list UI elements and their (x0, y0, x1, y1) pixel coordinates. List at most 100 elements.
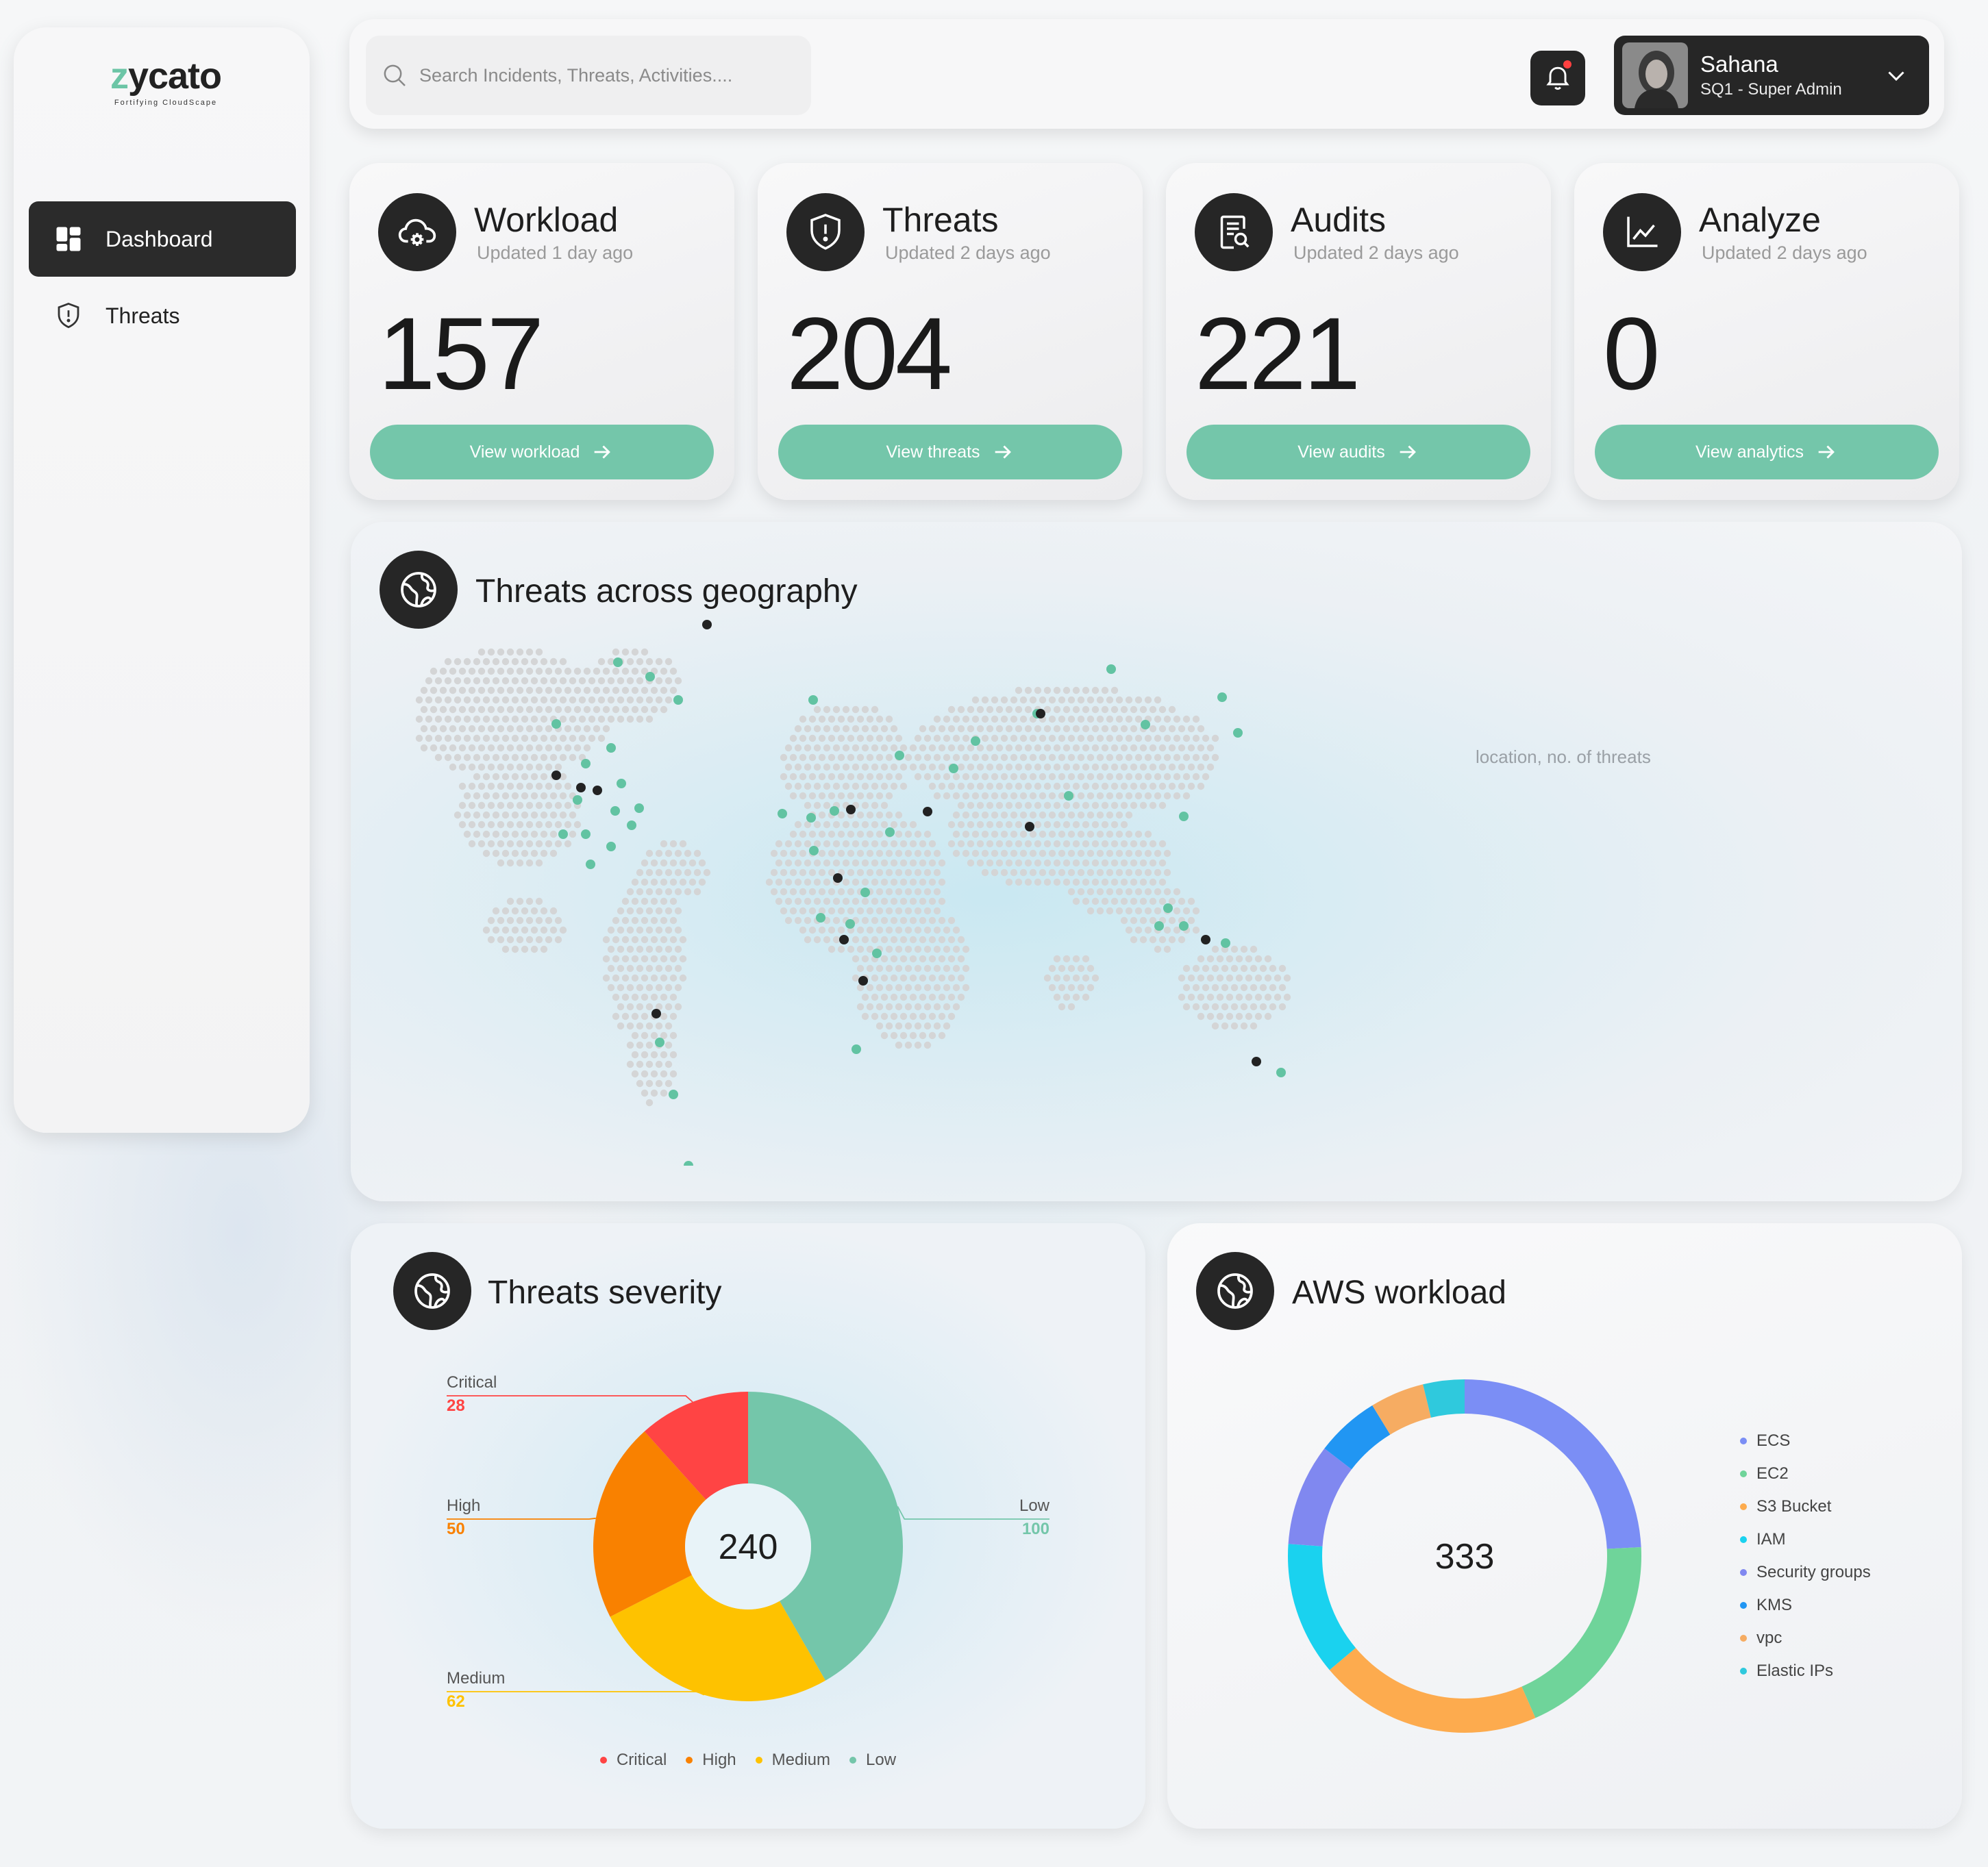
severity-slice-high[interactable] (593, 1431, 706, 1617)
aws-slice-iam[interactable] (1288, 1544, 1356, 1670)
threat-location-marker[interactable] (872, 949, 882, 958)
threat-location-marker[interactable] (830, 806, 839, 816)
severity-slice-critical[interactable] (644, 1392, 748, 1500)
severity-slice-low[interactable] (748, 1392, 903, 1681)
threat-location-marker[interactable] (610, 806, 620, 816)
threat-location-marker[interactable] (655, 1038, 664, 1047)
legend-item[interactable]: S3 Bucket (1740, 1490, 1871, 1523)
threat-location-marker[interactable] (971, 736, 980, 746)
threat-location-marker[interactable] (551, 719, 561, 729)
avatar (1622, 42, 1688, 108)
threat-location-marker[interactable] (1163, 903, 1173, 913)
legend-item[interactable]: High (686, 1751, 736, 1770)
map-dot (573, 686, 582, 694)
threat-location-marker[interactable] (593, 786, 602, 795)
chevron-down-icon[interactable] (1884, 63, 1909, 88)
threat-location-marker[interactable] (949, 764, 958, 773)
threat-location-marker[interactable] (606, 743, 616, 753)
threat-location-marker[interactable] (1233, 728, 1243, 738)
threat-location-marker[interactable] (669, 1090, 678, 1099)
threat-location-marker[interactable] (576, 783, 586, 792)
sidebar-item-threats[interactable]: Threats (29, 278, 296, 353)
threat-location-marker[interactable] (1179, 921, 1189, 931)
threat-location-marker[interactable] (845, 919, 855, 929)
threat-location-marker[interactable] (808, 695, 818, 705)
legend-item[interactable]: Medium (755, 1751, 830, 1770)
threat-location-marker[interactable] (1036, 709, 1045, 718)
map-dot (612, 705, 620, 714)
legend-item[interactable]: Security groups (1740, 1556, 1871, 1589)
aws-slice-security-groups[interactable] (1288, 1448, 1352, 1546)
threat-location-marker[interactable] (833, 873, 843, 883)
threat-location-marker[interactable] (613, 657, 623, 667)
sidebar-item-dashboard[interactable]: Dashboard (29, 201, 296, 277)
threat-location-marker[interactable] (1154, 921, 1164, 931)
threat-location-marker[interactable] (617, 779, 626, 788)
threat-location-marker[interactable] (809, 846, 819, 855)
view-workload-button[interactable]: View workload (370, 425, 714, 479)
threat-location-marker[interactable] (1106, 664, 1116, 674)
map-dot (1086, 849, 1095, 857)
threat-location-marker[interactable] (573, 795, 582, 805)
threat-location-marker[interactable] (885, 827, 895, 837)
threat-location-marker[interactable] (816, 913, 825, 923)
legend-item[interactable]: Elastic IPs (1740, 1655, 1871, 1688)
threat-location-marker[interactable] (684, 1161, 693, 1166)
threat-location-marker[interactable] (1025, 822, 1034, 831)
legend-item[interactable]: ECS (1740, 1425, 1871, 1457)
threat-location-marker[interactable] (1221, 938, 1230, 948)
threat-location-marker[interactable] (1276, 1068, 1286, 1077)
aws-slice-s3-bucket[interactable] (1329, 1648, 1536, 1733)
threat-location-marker[interactable] (1217, 692, 1227, 702)
aws-slice-vpc[interactable] (1372, 1384, 1431, 1435)
threat-location-marker[interactable] (1179, 812, 1189, 821)
search-input[interactable] (418, 64, 777, 87)
aws-slice-ec2[interactable] (1521, 1547, 1641, 1718)
search-box[interactable] (366, 36, 811, 115)
threat-location-marker[interactable] (673, 695, 683, 705)
threat-location-marker[interactable] (651, 1009, 661, 1018)
threat-location-marker[interactable] (634, 803, 644, 813)
aws-slice-elastic-ips[interactable] (1423, 1379, 1465, 1418)
world-map[interactable] (351, 604, 1310, 1166)
map-dot (832, 897, 841, 905)
threat-location-marker[interactable] (551, 770, 561, 780)
map-dot (645, 696, 654, 704)
legend-item[interactable]: KMS (1740, 1589, 1871, 1622)
threat-location-marker[interactable] (923, 807, 932, 816)
legend-item[interactable]: EC2 (1740, 1457, 1871, 1490)
legend-item[interactable]: vpc (1740, 1622, 1871, 1655)
threat-location-marker[interactable] (627, 820, 636, 830)
user-menu[interactable]: Sahana SQ1 - Super Admin (1614, 36, 1929, 115)
threat-location-marker[interactable] (1252, 1057, 1261, 1066)
threat-location-marker[interactable] (586, 860, 595, 869)
threat-location-marker[interactable] (895, 751, 904, 760)
threat-location-marker[interactable] (806, 813, 816, 823)
threat-location-marker[interactable] (1201, 935, 1210, 944)
aws-slice-ecs[interactable] (1465, 1379, 1641, 1549)
view-threats-button[interactable]: View threats (778, 425, 1122, 479)
threat-location-marker[interactable] (1064, 791, 1073, 801)
view-analytics-button[interactable]: View analytics (1595, 425, 1939, 479)
threat-location-marker[interactable] (858, 976, 868, 986)
notifications-button[interactable] (1530, 51, 1585, 105)
severity-slice-medium[interactable] (610, 1575, 825, 1701)
threat-location-marker[interactable] (852, 1044, 861, 1054)
legend-item[interactable]: Low (849, 1751, 896, 1770)
threat-location-marker[interactable] (778, 809, 787, 818)
threat-location-marker[interactable] (645, 672, 655, 681)
threat-location-marker[interactable] (702, 620, 712, 629)
brand-logo[interactable]: zycato Fortifying CloudScape (90, 55, 241, 107)
threat-location-marker[interactable] (1141, 720, 1150, 729)
threat-location-marker[interactable] (606, 842, 616, 851)
legend-item[interactable]: Critical (599, 1751, 667, 1770)
threat-location-marker[interactable] (581, 759, 591, 768)
aws-slice-kms[interactable] (1324, 1405, 1391, 1470)
threat-location-marker[interactable] (860, 888, 870, 897)
legend-item[interactable]: IAM (1740, 1523, 1871, 1556)
threat-location-marker[interactable] (839, 935, 849, 944)
threat-location-marker[interactable] (846, 805, 856, 814)
view-audits-button[interactable]: View audits (1186, 425, 1530, 479)
threat-location-marker[interactable] (581, 829, 591, 839)
threat-location-marker[interactable] (558, 829, 568, 839)
